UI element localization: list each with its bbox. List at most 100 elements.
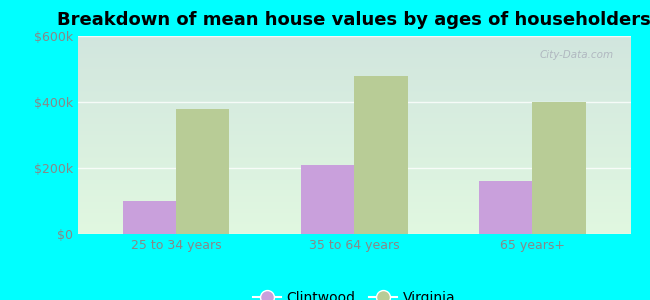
Bar bbox=[78, 69, 630, 70]
Bar bbox=[78, 103, 630, 104]
Bar bbox=[78, 165, 630, 166]
Bar bbox=[78, 66, 630, 67]
Bar bbox=[78, 55, 630, 56]
Bar bbox=[78, 93, 630, 94]
Bar bbox=[78, 96, 630, 98]
Bar bbox=[78, 78, 630, 79]
Bar bbox=[176, 109, 229, 234]
Bar bbox=[78, 115, 630, 116]
Bar bbox=[78, 171, 630, 172]
Bar bbox=[78, 42, 630, 43]
Bar bbox=[78, 108, 630, 109]
Bar bbox=[78, 105, 630, 106]
Bar bbox=[78, 212, 630, 213]
Bar bbox=[78, 201, 630, 202]
Bar bbox=[78, 88, 630, 89]
Bar bbox=[78, 40, 630, 41]
Bar bbox=[78, 175, 630, 176]
Title: Breakdown of mean house values by ages of householders: Breakdown of mean house values by ages o… bbox=[57, 11, 650, 29]
Bar bbox=[78, 121, 630, 122]
Bar bbox=[78, 59, 630, 60]
Bar bbox=[78, 46, 630, 47]
Bar bbox=[78, 223, 630, 224]
Bar bbox=[78, 168, 630, 169]
Bar bbox=[78, 152, 630, 153]
Bar bbox=[78, 133, 630, 134]
Bar bbox=[78, 85, 630, 86]
Bar bbox=[78, 229, 630, 230]
Bar bbox=[78, 159, 630, 160]
Bar bbox=[78, 150, 630, 151]
Bar bbox=[78, 45, 630, 46]
Bar bbox=[78, 80, 630, 82]
Bar bbox=[78, 184, 630, 185]
Bar bbox=[78, 134, 630, 135]
Bar bbox=[78, 149, 630, 150]
Bar bbox=[78, 49, 630, 50]
Bar bbox=[78, 138, 630, 139]
Bar bbox=[78, 161, 630, 162]
Bar bbox=[78, 218, 630, 219]
Bar bbox=[78, 141, 630, 142]
Bar bbox=[78, 124, 630, 125]
Bar bbox=[78, 176, 630, 177]
Bar bbox=[78, 99, 630, 100]
Bar bbox=[78, 129, 630, 130]
Bar bbox=[78, 117, 630, 118]
Bar bbox=[78, 145, 630, 146]
Bar bbox=[78, 233, 630, 234]
Bar bbox=[78, 127, 630, 128]
Bar bbox=[78, 101, 630, 102]
Bar bbox=[78, 227, 630, 228]
Bar bbox=[78, 208, 630, 209]
Bar bbox=[78, 71, 630, 72]
Bar bbox=[78, 200, 630, 201]
Bar bbox=[78, 219, 630, 220]
Bar bbox=[78, 190, 630, 191]
Bar bbox=[78, 230, 630, 231]
Bar bbox=[78, 107, 630, 108]
Bar bbox=[78, 198, 630, 200]
Bar bbox=[78, 36, 630, 37]
Bar bbox=[78, 182, 630, 184]
Bar bbox=[78, 61, 630, 62]
Bar bbox=[78, 112, 630, 113]
Bar bbox=[78, 202, 630, 203]
Bar bbox=[78, 70, 630, 71]
Bar bbox=[78, 104, 630, 105]
Bar bbox=[78, 116, 630, 117]
Legend: Clintwood, Virginia: Clintwood, Virginia bbox=[248, 285, 461, 300]
Bar bbox=[78, 213, 630, 214]
Bar bbox=[78, 195, 630, 196]
Bar bbox=[78, 109, 630, 110]
Bar bbox=[78, 102, 630, 103]
Bar bbox=[78, 82, 630, 83]
Bar bbox=[78, 74, 630, 75]
Bar bbox=[78, 125, 630, 126]
Bar bbox=[78, 140, 630, 141]
Bar bbox=[78, 221, 630, 222]
Bar bbox=[78, 174, 630, 175]
Bar bbox=[78, 197, 630, 198]
Bar bbox=[78, 48, 630, 49]
Bar bbox=[78, 224, 630, 225]
Bar bbox=[78, 52, 630, 53]
Bar bbox=[78, 120, 630, 121]
Bar bbox=[78, 154, 630, 155]
Bar bbox=[78, 72, 630, 73]
Bar bbox=[354, 76, 408, 234]
Bar bbox=[78, 157, 630, 158]
Bar bbox=[78, 64, 630, 65]
Bar bbox=[78, 167, 630, 168]
Bar bbox=[78, 56, 630, 57]
Bar bbox=[78, 211, 630, 212]
Bar bbox=[78, 164, 630, 165]
Bar bbox=[78, 37, 630, 38]
Bar bbox=[78, 139, 630, 140]
Bar bbox=[78, 216, 630, 217]
Bar bbox=[78, 110, 630, 111]
Bar bbox=[78, 122, 630, 123]
Bar bbox=[78, 207, 630, 208]
Bar bbox=[78, 62, 630, 63]
Bar bbox=[78, 192, 630, 194]
